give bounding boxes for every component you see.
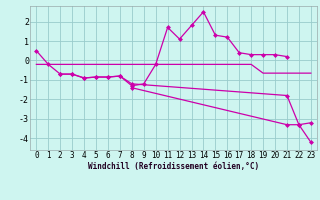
X-axis label: Windchill (Refroidissement éolien,°C): Windchill (Refroidissement éolien,°C)	[88, 162, 259, 171]
